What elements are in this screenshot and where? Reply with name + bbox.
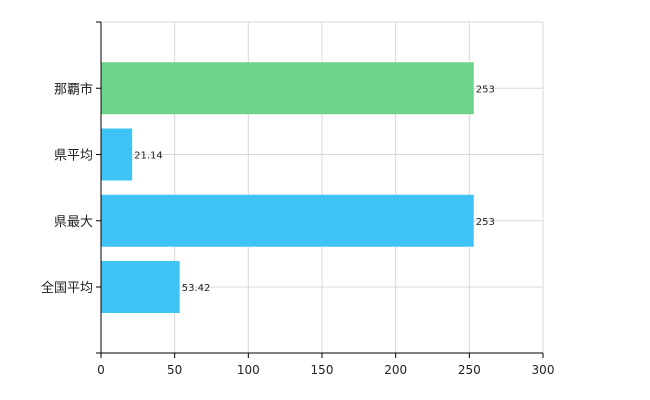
category-label: 全国平均 [41,280,93,296]
bars-group: 253 21.14 253 53.42 [101,62,495,313]
bar [101,62,474,115]
data-label: 253 [476,84,495,95]
x-tick-label: 150 [311,363,334,377]
x-tick-label: 250 [458,363,481,377]
x-tick-label: 0 [97,363,105,377]
category-label: 県平均 [54,149,93,164]
bar [101,128,133,181]
x-tick-label: 50 [167,363,182,377]
category-label: 那覇市 [54,81,93,97]
data-label: 21.14 [134,151,163,162]
data-label: 253 [476,217,495,228]
x-tick-label: 100 [237,363,260,377]
bar [101,261,180,313]
x-tick-label: 300 [532,363,555,377]
data-label: 53.42 [182,283,211,294]
category-label: 県最大 [54,215,93,230]
bar [101,194,474,247]
x-tick-label: 200 [384,363,407,377]
